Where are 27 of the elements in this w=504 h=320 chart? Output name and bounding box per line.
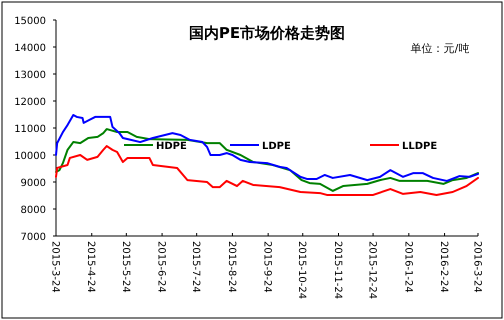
y-tick-label: 10000 <box>14 151 46 162</box>
x-tick-label: 2015-7-24 <box>190 241 202 293</box>
y-tick-label: 14000 <box>14 43 46 54</box>
x-tick-label: 2015-5-24 <box>120 241 131 293</box>
x-tick-label: 2016-2-24 <box>438 241 450 293</box>
x-tick-label: 2015-10-24 <box>296 241 308 300</box>
legend-label: LDPE <box>262 141 291 152</box>
legend-label: HDPE <box>156 141 187 152</box>
y-tick-label: 13000 <box>14 70 46 81</box>
x-tick-label: 2015-8-24 <box>226 241 237 293</box>
y-tick-label: 12000 <box>14 97 46 108</box>
x-tick-label: 2015-11-24 <box>332 241 343 300</box>
x-tick-label: 2015-3-24 <box>50 241 60 293</box>
x-tick-label: 2015-4-24 <box>85 241 96 293</box>
x-tick-label: 2015-6-24 <box>156 241 167 293</box>
y-tick-label: 15000 <box>14 16 46 27</box>
y-tick-label: 11000 <box>14 124 46 135</box>
x-tick-label: 2016-1-24 <box>402 241 414 293</box>
y-tick-label: 9000 <box>20 178 46 189</box>
x-tick-label: 2016-3-24 <box>472 241 482 293</box>
x-tick-label: 2015-12-24 <box>366 241 378 300</box>
x-tick-label: 2015-9-24 <box>262 241 273 293</box>
chart-title: 国内PE市场价格走势图 <box>188 24 346 42</box>
legend-label: LLDPE <box>402 141 438 152</box>
y-tick-label: 7000 <box>20 232 46 243</box>
annotation: 单位：元/吨 <box>410 42 470 55</box>
y-tick-label: 8000 <box>20 205 46 216</box>
